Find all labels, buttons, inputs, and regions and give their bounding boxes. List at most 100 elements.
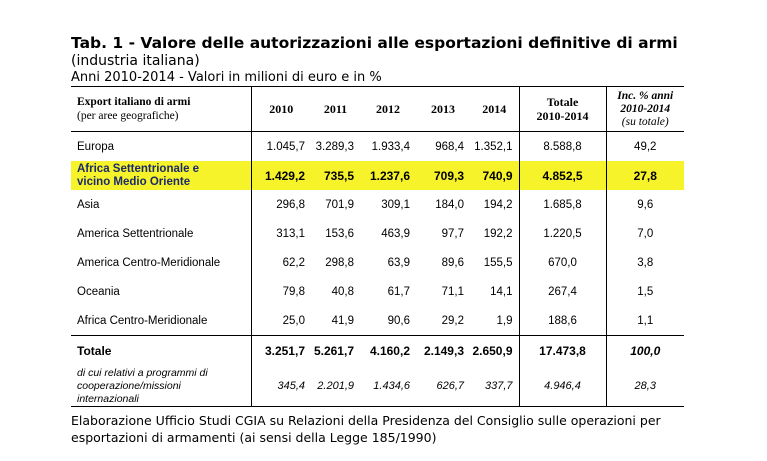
cell-value: 1.434,6 xyxy=(360,366,416,407)
header-inc-line3: (su totale) xyxy=(621,115,669,128)
cell-value: 192,2 xyxy=(483,227,513,240)
cell-total: 670,0 xyxy=(518,248,606,277)
cell-incidence: 28,3 xyxy=(605,366,684,407)
row-name: Africa Centro-Meridionale xyxy=(77,314,208,327)
cell-value: 61,7 xyxy=(387,285,410,298)
row-name: Oceania xyxy=(77,285,120,298)
row-name: Asia xyxy=(77,198,100,211)
cell-total: 8.588,8 xyxy=(518,131,606,161)
cell-incidence: 1,1 xyxy=(605,306,684,336)
cell-incidence: 7,0 xyxy=(605,219,684,248)
cell-total: 267,4 xyxy=(518,277,606,306)
row-name: Europa xyxy=(77,140,115,153)
cell-value: 701,9 xyxy=(325,198,354,211)
cell-value: 309,1 xyxy=(381,198,410,211)
cell-value: 29,2 xyxy=(441,314,464,327)
cell-value: 1,9 xyxy=(496,314,513,327)
cell-value: 1.045,7 xyxy=(250,131,311,161)
header-incidence: Inc. % anni 2010-2014 (su totale) xyxy=(605,86,684,132)
table-title: Tab. 1 - Valore delle autorizzazioni all… xyxy=(71,34,678,52)
header-area-label: Export italiano di armi xyxy=(77,96,191,108)
cell-total: 1.220,5 xyxy=(518,219,606,248)
cell-value: 709,3 xyxy=(416,161,470,190)
header-area: Export italiano di armi (per aree geogra… xyxy=(71,86,251,132)
source-note-line2: esportazioni di armamenti (ai sensi dell… xyxy=(71,430,437,445)
cell-value: 735,5 xyxy=(311,161,360,190)
cell-total: 4.946,4 xyxy=(518,366,606,407)
cell-value: 740,9 xyxy=(470,161,519,190)
cell-total: 17.473,8 xyxy=(518,335,606,366)
cell-value: 71,1 xyxy=(441,285,464,298)
row-name-line2: cooperazione/missioni xyxy=(77,379,181,392)
cell-value: 194,2 xyxy=(483,198,513,211)
units-line: Anni 2010-2014 - Valori in milioni di eu… xyxy=(71,70,382,85)
cell-value: 345,4 xyxy=(250,366,311,407)
cell-incidence: 1,5 xyxy=(605,277,684,306)
cell-value: 1.933,4 xyxy=(371,140,410,153)
source-note-line1: Elaborazione Ufficio Studi CGIA su Relaz… xyxy=(71,413,661,428)
row-name: America Settentrionale xyxy=(77,227,194,240)
cell-value: 3.251,7 xyxy=(250,335,311,366)
cell-value: 4.160,2 xyxy=(360,335,416,366)
row-name-line1: di cui relativi a programmi di xyxy=(77,366,208,379)
cell-value: 5.261,7 xyxy=(311,335,360,366)
cell-value: 3.289,3 xyxy=(315,140,354,153)
cell-value: 626,7 xyxy=(416,366,470,407)
cell-value: 1.429,2 xyxy=(250,161,311,190)
cell-value: 97,7 xyxy=(441,227,464,240)
cell-value: 337,7 xyxy=(470,366,519,407)
table-subtitle: (industria italiana) xyxy=(71,53,200,69)
cell-value: 968,4 xyxy=(435,140,464,153)
row-name: di cui relativi a programmi di cooperazi… xyxy=(71,366,251,407)
cell-value: 41,9 xyxy=(331,314,354,327)
header-total: Totale 2010-2014 xyxy=(518,86,606,132)
cell-value: 463,9 xyxy=(381,227,410,240)
cell-value: 155,5 xyxy=(483,256,513,269)
cell-value: 79,8 xyxy=(250,277,311,306)
cell-value: 40,8 xyxy=(331,285,354,298)
cell-value: 298,8 xyxy=(325,256,354,269)
cell-value: 89,6 xyxy=(441,256,464,269)
cell-value: 1.237,6 xyxy=(360,161,416,190)
header-inc-line1: Inc. % anni xyxy=(617,89,674,102)
cell-value: 25,0 xyxy=(250,306,311,336)
cell-value: 184,0 xyxy=(435,198,464,211)
cell-value: 2.650,9 xyxy=(470,335,519,366)
table-row-highlighted: Africa Settentrionale e vicino Medio Ori… xyxy=(71,161,684,190)
row-name-line2: vicino Medio Oriente xyxy=(77,175,191,188)
table-row: America Settentrionale 313,1 153,6 463,9… xyxy=(71,219,684,248)
header-year: 2012 xyxy=(360,86,416,132)
cell-value: 1.352,1 xyxy=(474,140,513,153)
cell-value: 2.201,9 xyxy=(311,366,360,407)
cell-total: 188,6 xyxy=(518,306,606,336)
header-total-line2: 2010-2014 xyxy=(536,109,589,123)
row-name-line3: internazionali xyxy=(77,392,139,405)
header-year: 2014 xyxy=(470,86,519,132)
cell-value: 90,6 xyxy=(387,314,410,327)
export-table: Export italiano di armi (per aree geogra… xyxy=(71,86,684,407)
source-note: Elaborazione Ufficio Studi CGIA su Relaz… xyxy=(71,412,661,446)
cell-total: 1.685,8 xyxy=(518,190,606,219)
table-row: Africa Centro-Meridionale 25,0 41,9 90,6… xyxy=(71,306,684,336)
cell-incidence: 3,8 xyxy=(605,248,684,277)
table-row: Asia 296,8 701,9 309,1 184,0 194,2 1.685… xyxy=(71,190,684,219)
header-year: 2013 xyxy=(416,86,470,132)
cell-incidence: 49,2 xyxy=(605,131,684,161)
header-inc-line2: 2010-2014 xyxy=(620,102,671,115)
cooperation-row: di cui relativi a programmi di cooperazi… xyxy=(71,366,684,407)
header-area-sub: (per aree geografiche) xyxy=(77,110,179,122)
cell-value: 63,9 xyxy=(387,256,410,269)
cell-value: 296,8 xyxy=(250,190,311,219)
row-name: Africa Settentrionale e vicino Medio Ori… xyxy=(71,161,251,190)
cell-value: 313,1 xyxy=(250,219,311,248)
cell-incidence: 100,0 xyxy=(605,335,684,366)
table-row: Oceania 79,8 40,8 61,7 71,1 14,1 267,4 1… xyxy=(71,277,684,306)
row-name: Totale xyxy=(71,335,251,366)
row-name-line1: Africa Settentrionale e xyxy=(77,162,200,175)
cell-total: 4.852,5 xyxy=(518,161,606,190)
table-row: America Centro-Meridionale 62,2 298,8 63… xyxy=(71,248,684,277)
total-row: Totale 3.251,7 5.261,7 4.160,2 2.149,3 2… xyxy=(71,335,684,366)
row-name: America Centro-Meridionale xyxy=(77,256,221,269)
header-year: 2011 xyxy=(311,86,360,132)
cell-incidence: 27,8 xyxy=(605,161,684,190)
